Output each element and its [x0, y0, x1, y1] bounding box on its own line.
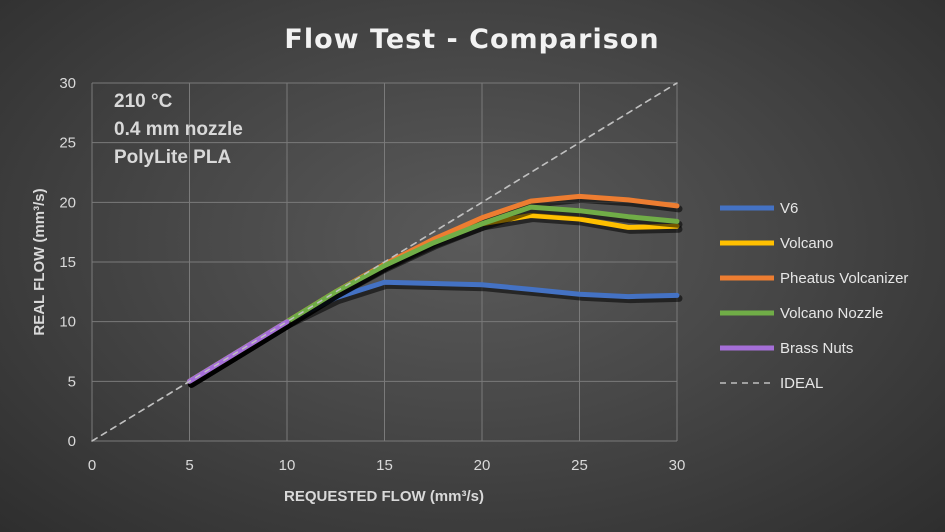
legend-label-pheatus-volcanizer: Pheatus Volcanizer — [780, 270, 908, 287]
series-shadow-brass-nuts — [188, 321, 293, 388]
x-tick-label: 15 — [376, 457, 393, 474]
y-axis-ticks: 0 5 10 15 20 25 30 — [59, 75, 76, 450]
y-tick-label: 20 — [59, 194, 76, 211]
y-tick-label: 10 — [59, 314, 76, 331]
legend-label-volcano-nozzle: Volcano Nozzle — [780, 305, 883, 322]
x-tick-label: 0 — [88, 457, 96, 474]
x-tick-label: 25 — [571, 457, 588, 474]
y-tick-label: 15 — [59, 254, 76, 271]
y-tick-label: 5 — [68, 373, 76, 390]
x-axis-label: REQUESTED FLOW (mm³/s) — [284, 488, 484, 505]
series-line-ideal-overlay — [91, 82, 678, 442]
y-tick-label: 25 — [59, 135, 76, 152]
gridlines — [91, 82, 678, 442]
annotation-material: PolyLite PLA — [114, 147, 231, 168]
annotation-temperature: 210 °C — [114, 91, 173, 112]
x-tick-label: 5 — [185, 457, 193, 474]
legend-label-ideal: IDEAL — [780, 375, 823, 392]
legend-label-brass-nuts: Brass Nuts — [780, 340, 853, 357]
x-axis-ticks: 0 5 10 15 20 25 30 — [88, 457, 686, 474]
y-tick-label: 0 — [68, 433, 76, 450]
legend-label-volcano: Volcano — [780, 235, 833, 252]
y-axis-label: REAL FLOW (mm³/s) — [31, 188, 48, 335]
chart-title: Flow Test - Comparison — [284, 24, 659, 55]
y-tick-label: 30 — [59, 75, 76, 92]
series-lines — [91, 82, 683, 442]
annotation-nozzle: 0.4 mm nozzle — [114, 119, 243, 140]
x-tick-label: 10 — [279, 457, 296, 474]
legend: V6 Volcano Pheatus Volcanizer Volcano Nozzl… — [720, 200, 908, 392]
x-tick-label: 30 — [669, 457, 686, 474]
x-tick-label: 20 — [474, 457, 491, 474]
series-line-v6 — [187, 279, 680, 384]
legend-label-v6: V6 — [780, 200, 798, 217]
